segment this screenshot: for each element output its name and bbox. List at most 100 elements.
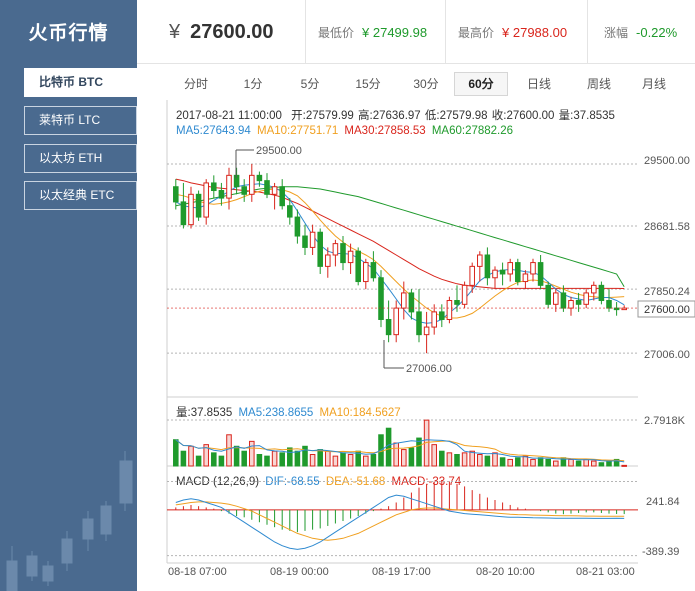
volume-bar — [530, 458, 536, 467]
volume-bar — [264, 455, 270, 467]
candle-body — [195, 193, 202, 218]
ma10-label: MA10:27751.71 — [257, 125, 338, 137]
tab-timeshare[interactable]: 分时 — [183, 77, 208, 91]
volume-bar — [477, 454, 483, 467]
max-price-annotation: 29500.00 — [256, 145, 302, 157]
tab-30min[interactable]: 30分 — [413, 77, 439, 91]
price-header: ¥27600.00 最低价 ¥ 27499.98 最高价 ¥ 27988.00 … — [137, 0, 695, 64]
candle-body — [363, 262, 369, 283]
candle-body — [203, 182, 209, 218]
candle-body — [287, 205, 293, 218]
volume-bar — [363, 455, 369, 467]
kline-chart[interactable]: 2017-08-21 11:00:00 开:27579.99 高:27636.9… — [160, 100, 695, 591]
candle-body — [507, 262, 513, 275]
candle-body — [484, 254, 491, 279]
interval-tabs: 分时 1分 5分 15分 30分 60分 日线 周线 月线 — [137, 68, 695, 98]
volume-bar — [484, 455, 491, 467]
volume-bar — [606, 460, 612, 467]
tab-5min[interactable]: 5分 — [300, 77, 320, 91]
volume-bar — [408, 447, 415, 467]
current-price: ¥27600.00 — [137, 0, 307, 64]
candle-body — [302, 235, 308, 248]
candle-body — [249, 174, 255, 195]
x-label-1: 08-18 07:00 — [168, 566, 227, 578]
sidebar-candles-decoration — [6, 451, 133, 591]
price-tick-4: 27006.00 — [644, 349, 690, 361]
change-label: 涨幅 — [604, 25, 629, 40]
tab-1min[interactable]: 1分 — [243, 77, 263, 91]
macd-dea-line — [175, 501, 625, 541]
tab-60min[interactable]: 60分 — [454, 72, 508, 96]
candle-body — [423, 326, 430, 336]
min-price-annotation: 27006.00 — [406, 363, 452, 375]
candle-body — [499, 269, 506, 275]
volume-bar — [522, 455, 529, 467]
ma30-line — [175, 178, 625, 289]
info-time: 2017-08-21 11:00:00 — [176, 110, 282, 122]
change-value: -0.22% — [636, 24, 678, 40]
current-price-tag — [637, 300, 695, 318]
svg-text:MA5:27643.94 MA10:27751.: MA5:27643.94 MA10:27751.71 MA30:27858.53… — [176, 125, 513, 137]
candle-body — [325, 254, 331, 267]
ma60-line — [175, 186, 625, 287]
tab-monthly[interactable]: 月线 — [641, 77, 666, 91]
candle-body — [568, 300, 574, 309]
svg-text:量:37.8535 MA5:238.8655: 量:37.8535 MA5:238.8655 MA10:184.5627 — [176, 406, 401, 419]
candle-body — [591, 284, 597, 294]
candle-body — [294, 216, 301, 237]
sidebar-item-etc[interactable]: 以太经典 ETC — [24, 181, 137, 210]
volume-bar — [393, 442, 399, 467]
volume-bar — [515, 457, 521, 467]
tab-weekly[interactable]: 周线 — [586, 77, 611, 91]
volume-bar — [568, 458, 574, 467]
sidebar-item-ltc[interactable]: 莱特币 LTC — [24, 106, 137, 135]
ma5-label: MA5:27643.94 — [176, 125, 251, 137]
macd-dif-line — [175, 494, 625, 550]
volume-bar — [492, 452, 498, 467]
candle-body — [309, 231, 316, 248]
candle-body — [446, 300, 453, 320]
x-label-3: 08-19 17:00 — [372, 566, 431, 578]
macd-value-label: MACD:-33.74 — [391, 476, 461, 488]
volume-bar — [469, 450, 475, 467]
candle-body — [431, 311, 437, 328]
candle-body — [355, 250, 361, 283]
volume-bar — [499, 457, 506, 467]
candle-body — [347, 250, 354, 264]
volume-bar — [446, 452, 453, 467]
macd-tick-top: 241.84 — [646, 496, 680, 508]
candle-body — [393, 307, 399, 336]
volume-bar — [203, 444, 209, 467]
volume-bar — [188, 445, 194, 467]
sidebar-item-btc[interactable]: 比特币 BTC — [24, 68, 137, 97]
info-close: 收:27600.00 — [492, 108, 555, 122]
volume-bar — [241, 450, 247, 467]
tab-15min[interactable]: 15分 — [355, 77, 381, 91]
volume-axis-label: 2.7918K — [644, 415, 686, 427]
candle-body — [477, 254, 483, 267]
currency-symbol: ¥ — [169, 20, 181, 43]
candle-body — [378, 277, 384, 320]
volume-bar — [256, 454, 263, 467]
candle-body — [583, 292, 589, 305]
sidebar-item-eth[interactable]: 以太坊 ETH — [24, 144, 137, 173]
candle-body — [317, 231, 323, 267]
macd-title: MACD (12,26,9) — [176, 476, 259, 488]
ma60-label: MA60:27882.26 — [432, 125, 513, 137]
candle-body — [188, 193, 194, 226]
info-low: 低:27579.98 — [425, 109, 488, 122]
tab-daily[interactable]: 日线 — [526, 77, 551, 91]
candle-body — [218, 190, 225, 199]
candle-body — [256, 174, 263, 182]
current-price-value: 27600.00 — [190, 20, 274, 43]
volume-bar — [233, 445, 240, 467]
volume-bar — [598, 462, 605, 467]
high-price-value: ¥ 27988.00 — [502, 24, 568, 40]
change-stat: 涨幅 -0.22% — [587, 0, 695, 64]
candle-body — [370, 262, 377, 279]
volume-bar — [173, 439, 179, 467]
candle-body — [271, 186, 278, 195]
volume-bar — [613, 458, 620, 467]
candle-body — [279, 186, 285, 207]
volume-bar — [621, 464, 627, 467]
